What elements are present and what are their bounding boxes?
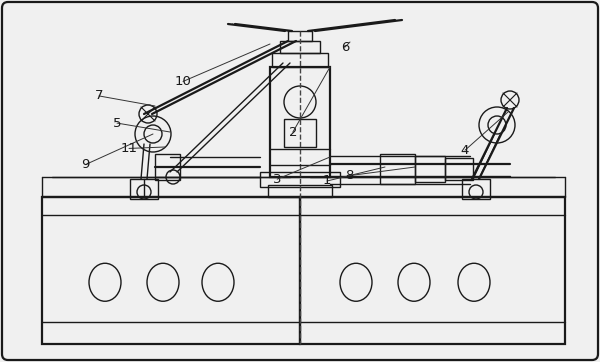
Bar bbox=[268, 185, 332, 197]
Bar bbox=[288, 31, 312, 41]
Bar bbox=[155, 154, 180, 180]
Bar bbox=[272, 53, 328, 67]
Bar bbox=[130, 179, 158, 199]
Text: 6: 6 bbox=[341, 41, 349, 54]
Text: 10: 10 bbox=[175, 75, 191, 88]
Text: 5: 5 bbox=[113, 117, 121, 130]
Bar bbox=[280, 41, 320, 53]
Bar bbox=[300, 197, 565, 344]
Bar bbox=[284, 119, 316, 147]
Bar bbox=[445, 158, 473, 180]
Text: 8: 8 bbox=[346, 169, 354, 182]
Text: 11: 11 bbox=[121, 142, 137, 155]
Text: 4: 4 bbox=[461, 144, 469, 157]
Bar bbox=[380, 154, 415, 184]
Text: 1: 1 bbox=[323, 174, 331, 188]
Bar bbox=[462, 179, 490, 199]
Bar bbox=[415, 156, 445, 182]
Bar bbox=[260, 172, 340, 187]
Bar bbox=[270, 67, 330, 177]
Bar bbox=[42, 197, 300, 344]
Text: 9: 9 bbox=[81, 158, 89, 171]
Text: 3: 3 bbox=[273, 173, 281, 186]
Text: 7: 7 bbox=[95, 89, 103, 102]
Text: 2: 2 bbox=[289, 126, 297, 139]
